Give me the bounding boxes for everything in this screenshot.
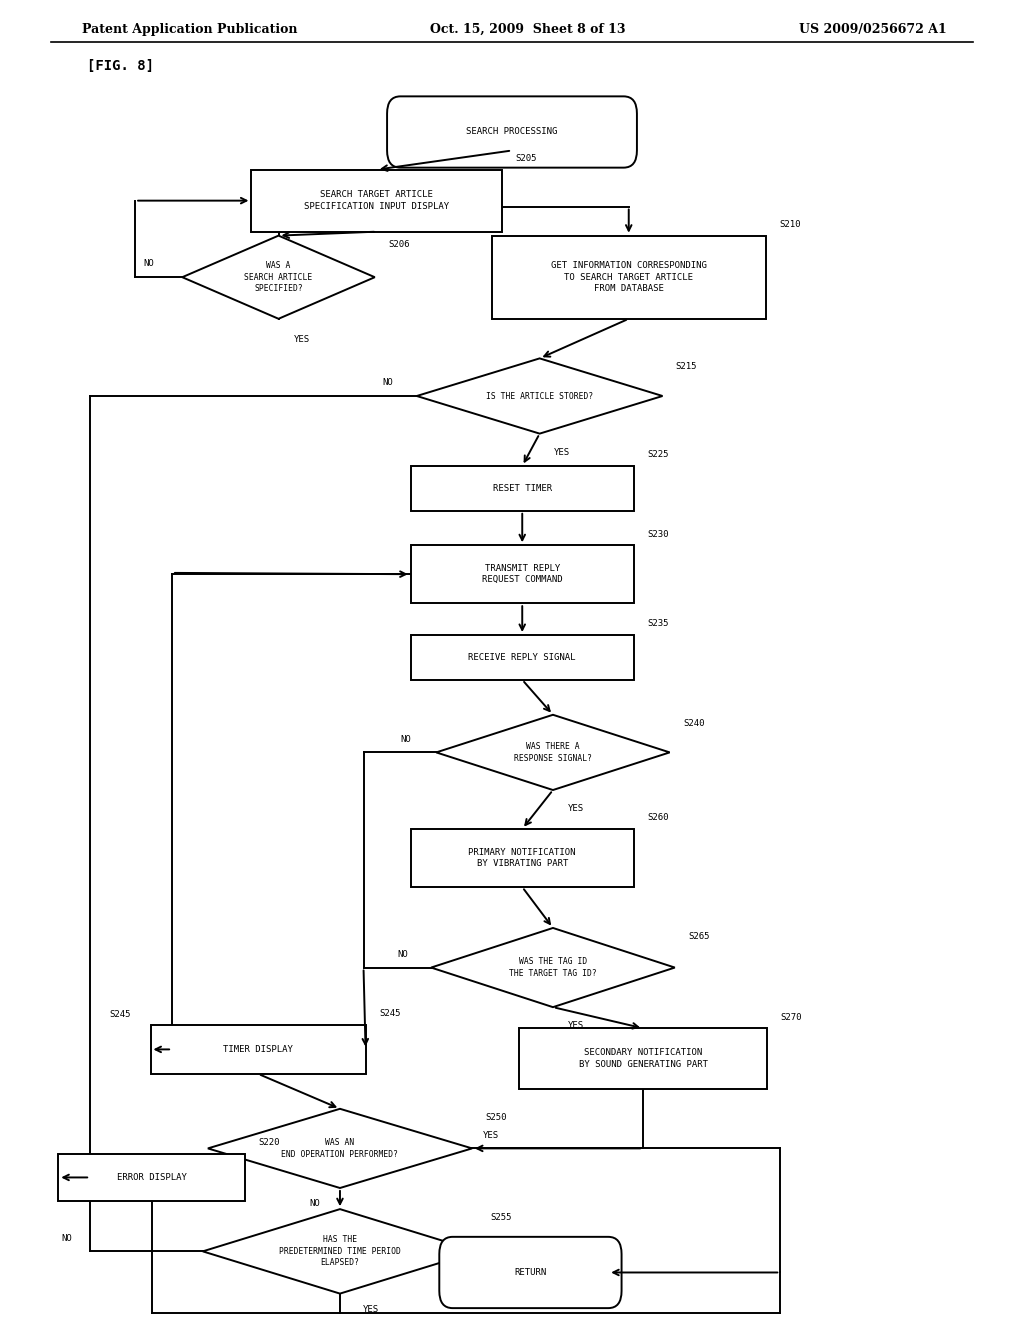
Text: NO: NO [383,379,393,387]
Text: [FIG. 8]: [FIG. 8] [87,59,154,73]
Text: NO: NO [61,1234,72,1242]
FancyBboxPatch shape [439,1237,622,1308]
FancyBboxPatch shape [492,235,766,318]
Text: S245: S245 [379,1010,400,1019]
Text: S260: S260 [647,813,669,822]
Polygon shape [431,928,675,1007]
Text: S206: S206 [388,240,410,248]
Text: S210: S210 [779,220,801,230]
Text: S205: S205 [515,154,537,162]
FancyBboxPatch shape [519,1028,767,1089]
Text: S240: S240 [683,718,705,727]
Text: NO: NO [309,1200,319,1208]
Text: WAS A
SEARCH ARTICLE
SPECIFIED?: WAS A SEARCH ARTICLE SPECIFIED? [245,261,312,293]
Text: YES: YES [362,1305,379,1313]
Text: IS THE ARTICLE STORED?: IS THE ARTICLE STORED? [486,392,593,400]
FancyBboxPatch shape [411,466,634,511]
Text: PRIMARY NOTIFICATION
BY VIBRATING PART: PRIMARY NOTIFICATION BY VIBRATING PART [469,847,575,869]
Text: S235: S235 [647,619,669,628]
Text: S265: S265 [688,932,710,941]
Text: S250: S250 [485,1113,507,1122]
Text: WAS AN
END OPERATION PERFORMED?: WAS AN END OPERATION PERFORMED? [282,1138,398,1159]
Text: TRANSMIT REPLY
REQUEST COMMAND: TRANSMIT REPLY REQUEST COMMAND [482,564,562,585]
Text: S220: S220 [258,1138,280,1147]
Text: US 2009/0256672 A1: US 2009/0256672 A1 [799,22,946,36]
Text: S225: S225 [647,450,669,459]
Polygon shape [417,359,663,433]
Text: Patent Application Publication: Patent Application Publication [82,22,297,36]
Text: NO: NO [400,735,411,743]
Polygon shape [182,235,375,318]
Text: YES: YES [482,1131,499,1139]
Text: GET INFORMATION CORRESPONDING
TO SEARCH TARGET ARTICLE
FROM DATABASE: GET INFORMATION CORRESPONDING TO SEARCH … [551,261,707,293]
FancyBboxPatch shape [411,545,634,603]
FancyBboxPatch shape [58,1154,245,1201]
Text: SECONDARY NOTIFICATION
BY SOUND GENERATING PART: SECONDARY NOTIFICATION BY SOUND GENERATI… [579,1048,708,1069]
Text: ERROR DISPLAY: ERROR DISPLAY [117,1173,186,1181]
Text: YES: YES [554,447,570,457]
Polygon shape [208,1109,472,1188]
FancyBboxPatch shape [387,96,637,168]
Polygon shape [436,715,670,789]
Text: HAS THE
PREDETERMINED TIME PERIOD
ELAPSED?: HAS THE PREDETERMINED TIME PERIOD ELAPSE… [279,1236,401,1267]
Text: TIMER DISPLAY: TIMER DISPLAY [223,1045,293,1053]
Text: Oct. 15, 2009  Sheet 8 of 13: Oct. 15, 2009 Sheet 8 of 13 [430,22,626,36]
Text: NO: NO [143,260,154,268]
Text: YES: YES [567,804,584,813]
Text: WAS THERE A
RESPONSE SIGNAL?: WAS THERE A RESPONSE SIGNAL? [514,742,592,763]
Text: YES: YES [567,1022,584,1030]
Text: RESET TIMER: RESET TIMER [493,484,552,492]
Text: S245: S245 [110,1010,131,1019]
Text: S270: S270 [780,1012,802,1022]
Text: SEARCH PROCESSING: SEARCH PROCESSING [466,128,558,136]
Text: NO: NO [397,950,408,958]
Polygon shape [203,1209,477,1294]
Text: WAS THE TAG ID
THE TARGET TAG ID?: WAS THE TAG ID THE TARGET TAG ID? [509,957,597,978]
Text: RECEIVE REPLY SIGNAL: RECEIVE REPLY SIGNAL [469,653,575,661]
FancyBboxPatch shape [411,829,634,887]
FancyBboxPatch shape [151,1024,366,1074]
Text: S230: S230 [647,529,669,539]
Text: S215: S215 [676,363,697,371]
Text: S255: S255 [490,1213,512,1222]
Text: RETURN: RETURN [514,1269,547,1276]
FancyBboxPatch shape [252,169,502,232]
Text: SEARCH TARGET ARTICLE
SPECIFICATION INPUT DISPLAY: SEARCH TARGET ARTICLE SPECIFICATION INPU… [304,190,450,211]
FancyBboxPatch shape [411,635,634,680]
Text: YES: YES [294,335,310,345]
